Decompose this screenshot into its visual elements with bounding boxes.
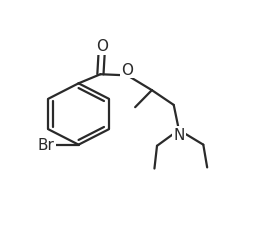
Text: O: O bbox=[96, 39, 108, 54]
Text: Br: Br bbox=[37, 138, 54, 153]
Text: N: N bbox=[173, 128, 185, 143]
Text: O: O bbox=[121, 62, 133, 77]
